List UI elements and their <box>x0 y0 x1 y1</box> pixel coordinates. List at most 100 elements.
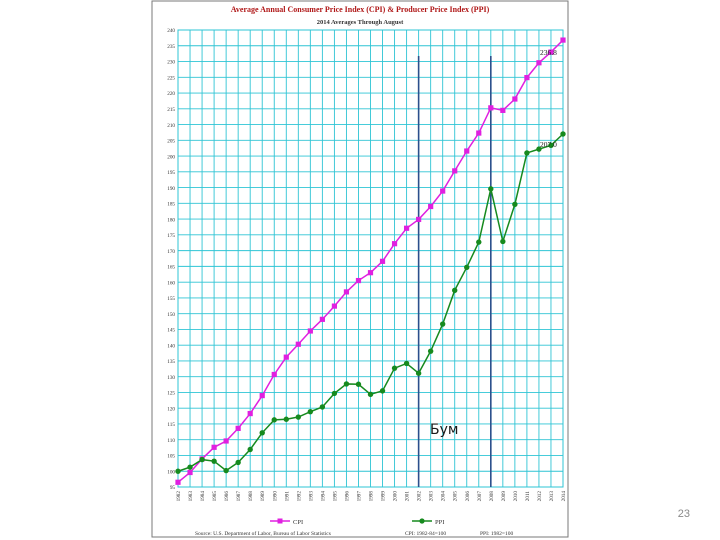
ppi-point <box>331 390 338 397</box>
cpi-point <box>271 371 277 378</box>
x-tick-label: 2007 <box>477 491 483 502</box>
ppi-point <box>307 408 314 415</box>
cpi-point <box>367 270 374 276</box>
ppi-point <box>379 388 386 394</box>
x-tick-label: 1991 <box>284 491 290 502</box>
ppi-point <box>355 381 362 387</box>
cpi-point <box>403 225 410 231</box>
source-note: Source: U.S. Department of Labor, Bureau… <box>195 530 331 537</box>
cpi-point <box>319 316 325 322</box>
x-tick-label: 2003 <box>429 491 435 502</box>
ppi-point <box>403 360 410 367</box>
x-tick-label: 2012 <box>537 491 543 502</box>
x-tick-label: 1984 <box>200 491 206 502</box>
y-tick-label: 180 <box>167 217 175 223</box>
ppi-point <box>548 142 554 149</box>
x-tick-label: 1985 <box>212 491 218 502</box>
y-tick-label: 175 <box>167 233 175 239</box>
x-tick-label: 1983 <box>188 491 194 502</box>
cpi-end-label: 236.8 <box>540 48 557 57</box>
ppi-point <box>271 417 277 423</box>
x-tick-label: 2009 <box>501 491 507 502</box>
x-tick-label: 2008 <box>489 491 495 502</box>
y-tick-label: 205 <box>167 139 175 145</box>
chart-subtitle: 2014 Averages Through August <box>317 19 404 26</box>
cpi-point <box>536 60 542 66</box>
cpi-point <box>379 258 386 264</box>
legend: CPI PPI <box>270 518 444 526</box>
y-tick-label: 140 <box>167 343 175 349</box>
cpi-point <box>247 410 253 417</box>
grid <box>177 29 564 488</box>
x-tick-label: 2001 <box>405 491 411 502</box>
cpi-base-note: CPI: 1982-84=100 <box>405 531 446 537</box>
y-tick-label: 100 <box>167 469 175 475</box>
x-tick-label: 2000 <box>393 491 399 502</box>
ppi-point <box>283 416 289 422</box>
legend-cpi-marker <box>277 518 283 524</box>
y-tick-label: 145 <box>167 328 175 334</box>
x-tick-label: 1982 <box>176 491 182 502</box>
cpi-point <box>283 354 289 360</box>
x-tick-label: 2013 <box>549 491 555 502</box>
cpi-point <box>343 289 350 295</box>
x-tick-label: 2006 <box>465 491 471 502</box>
ppi-point <box>367 391 374 398</box>
ppi-end-label: 207.0 <box>540 140 557 149</box>
slide-number: 23 <box>677 508 690 520</box>
cpi-point <box>548 49 554 55</box>
y-tick-label: 215 <box>167 107 175 113</box>
x-tick-label: 2002 <box>417 491 423 502</box>
x-tick-label: 1988 <box>248 491 254 502</box>
ppi-point <box>223 467 229 474</box>
cpi-point <box>428 203 434 210</box>
y-tick-label: 95 <box>170 485 176 491</box>
x-tick-label: 2010 <box>513 491 519 502</box>
y-tick-label: 235 <box>167 44 175 50</box>
x-tick-label: 1987 <box>236 491 242 502</box>
y-tick-label: 165 <box>167 265 175 271</box>
ppi-point <box>211 458 217 464</box>
y-tick-label: 110 <box>167 438 175 444</box>
cpi-point <box>524 74 530 81</box>
vertical-markers <box>417 56 492 487</box>
legend-ppi-label: PPI <box>435 519 444 526</box>
ppi-point <box>476 239 482 245</box>
cpi-point <box>295 341 301 347</box>
y-tick-label: 190 <box>167 186 175 192</box>
chart-title: Average Annual Consumer Price Index (CPI… <box>231 5 490 14</box>
y-tick-label: 220 <box>167 91 175 97</box>
series <box>175 37 566 485</box>
y-tick-label: 130 <box>167 375 175 381</box>
ppi-point <box>512 201 518 207</box>
cpi-point <box>211 444 217 450</box>
y-tick-label: 125 <box>167 391 175 397</box>
ppi-point <box>259 430 265 436</box>
cpi-point <box>464 148 470 154</box>
cpi-point <box>355 277 362 284</box>
ppi-point <box>500 238 506 245</box>
y-tick-label: 120 <box>167 406 175 412</box>
cpi-point <box>452 168 458 174</box>
x-tick-label: 1997 <box>356 491 362 502</box>
plot-border <box>177 29 564 488</box>
y-tick-label: 105 <box>167 454 175 460</box>
cpi-point <box>175 479 181 485</box>
cpi-point <box>259 393 265 399</box>
x-tick-label: 1995 <box>332 491 338 502</box>
ppi-point <box>247 446 253 453</box>
legend-cpi-label: CPI <box>293 519 303 526</box>
x-tick-label: 1986 <box>224 491 230 502</box>
x-tick-label: 1994 <box>320 491 326 502</box>
y-tick-label: 195 <box>167 170 175 176</box>
ppi-point <box>295 414 302 420</box>
ppi-point <box>488 186 494 192</box>
y-tick-label: 150 <box>167 312 175 318</box>
x-axis: 1982 1983 1984 1985 1986 1987 1988 1989 1990 1991… <box>176 491 567 502</box>
y-tick-label: 230 <box>167 60 175 66</box>
ppi-point <box>524 150 530 156</box>
chart-frame <box>151 0 569 538</box>
y-tick-label: 200 <box>167 154 175 160</box>
ppi-point <box>560 131 566 137</box>
